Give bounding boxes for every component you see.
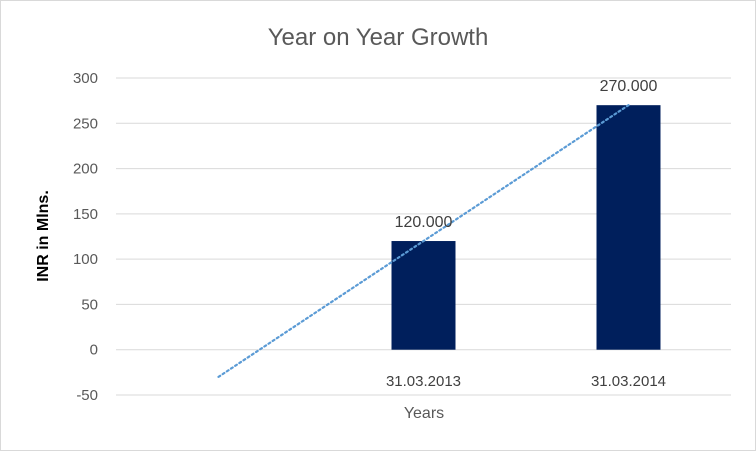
x-category-label: 31.03.2014 [591,373,666,390]
data-label: 270.000 [600,78,658,95]
x-category-label: 31.03.2013 [386,373,461,390]
bar [391,241,456,350]
trendline-path [217,104,630,378]
y-tick-label: 300 [73,70,98,87]
y-tick-label: 200 [73,161,98,178]
y-axis-label: INR in Mlns. [35,190,52,282]
y-tick-label: 50 [81,296,98,313]
bar [596,105,661,350]
y-tick-label: -50 [76,387,98,404]
x-axis-categories: 31.03.2013 31.03.2014 [386,373,666,390]
bars [391,105,661,350]
y-tick-label: 150 [73,206,98,223]
trendline [217,104,630,378]
y-tick-label: 100 [73,251,98,268]
data-label: 120.000 [395,214,453,231]
x-axis-label: Years [404,405,444,422]
data-labels: 120.000 270.000 [395,78,658,231]
y-axis-ticks: 300 250 200 150 100 50 0 -50 [73,70,98,404]
y-tick-label: 250 [73,115,98,132]
chart-title: Year on Year Growth [268,24,489,51]
y-tick-label: 0 [90,342,98,359]
